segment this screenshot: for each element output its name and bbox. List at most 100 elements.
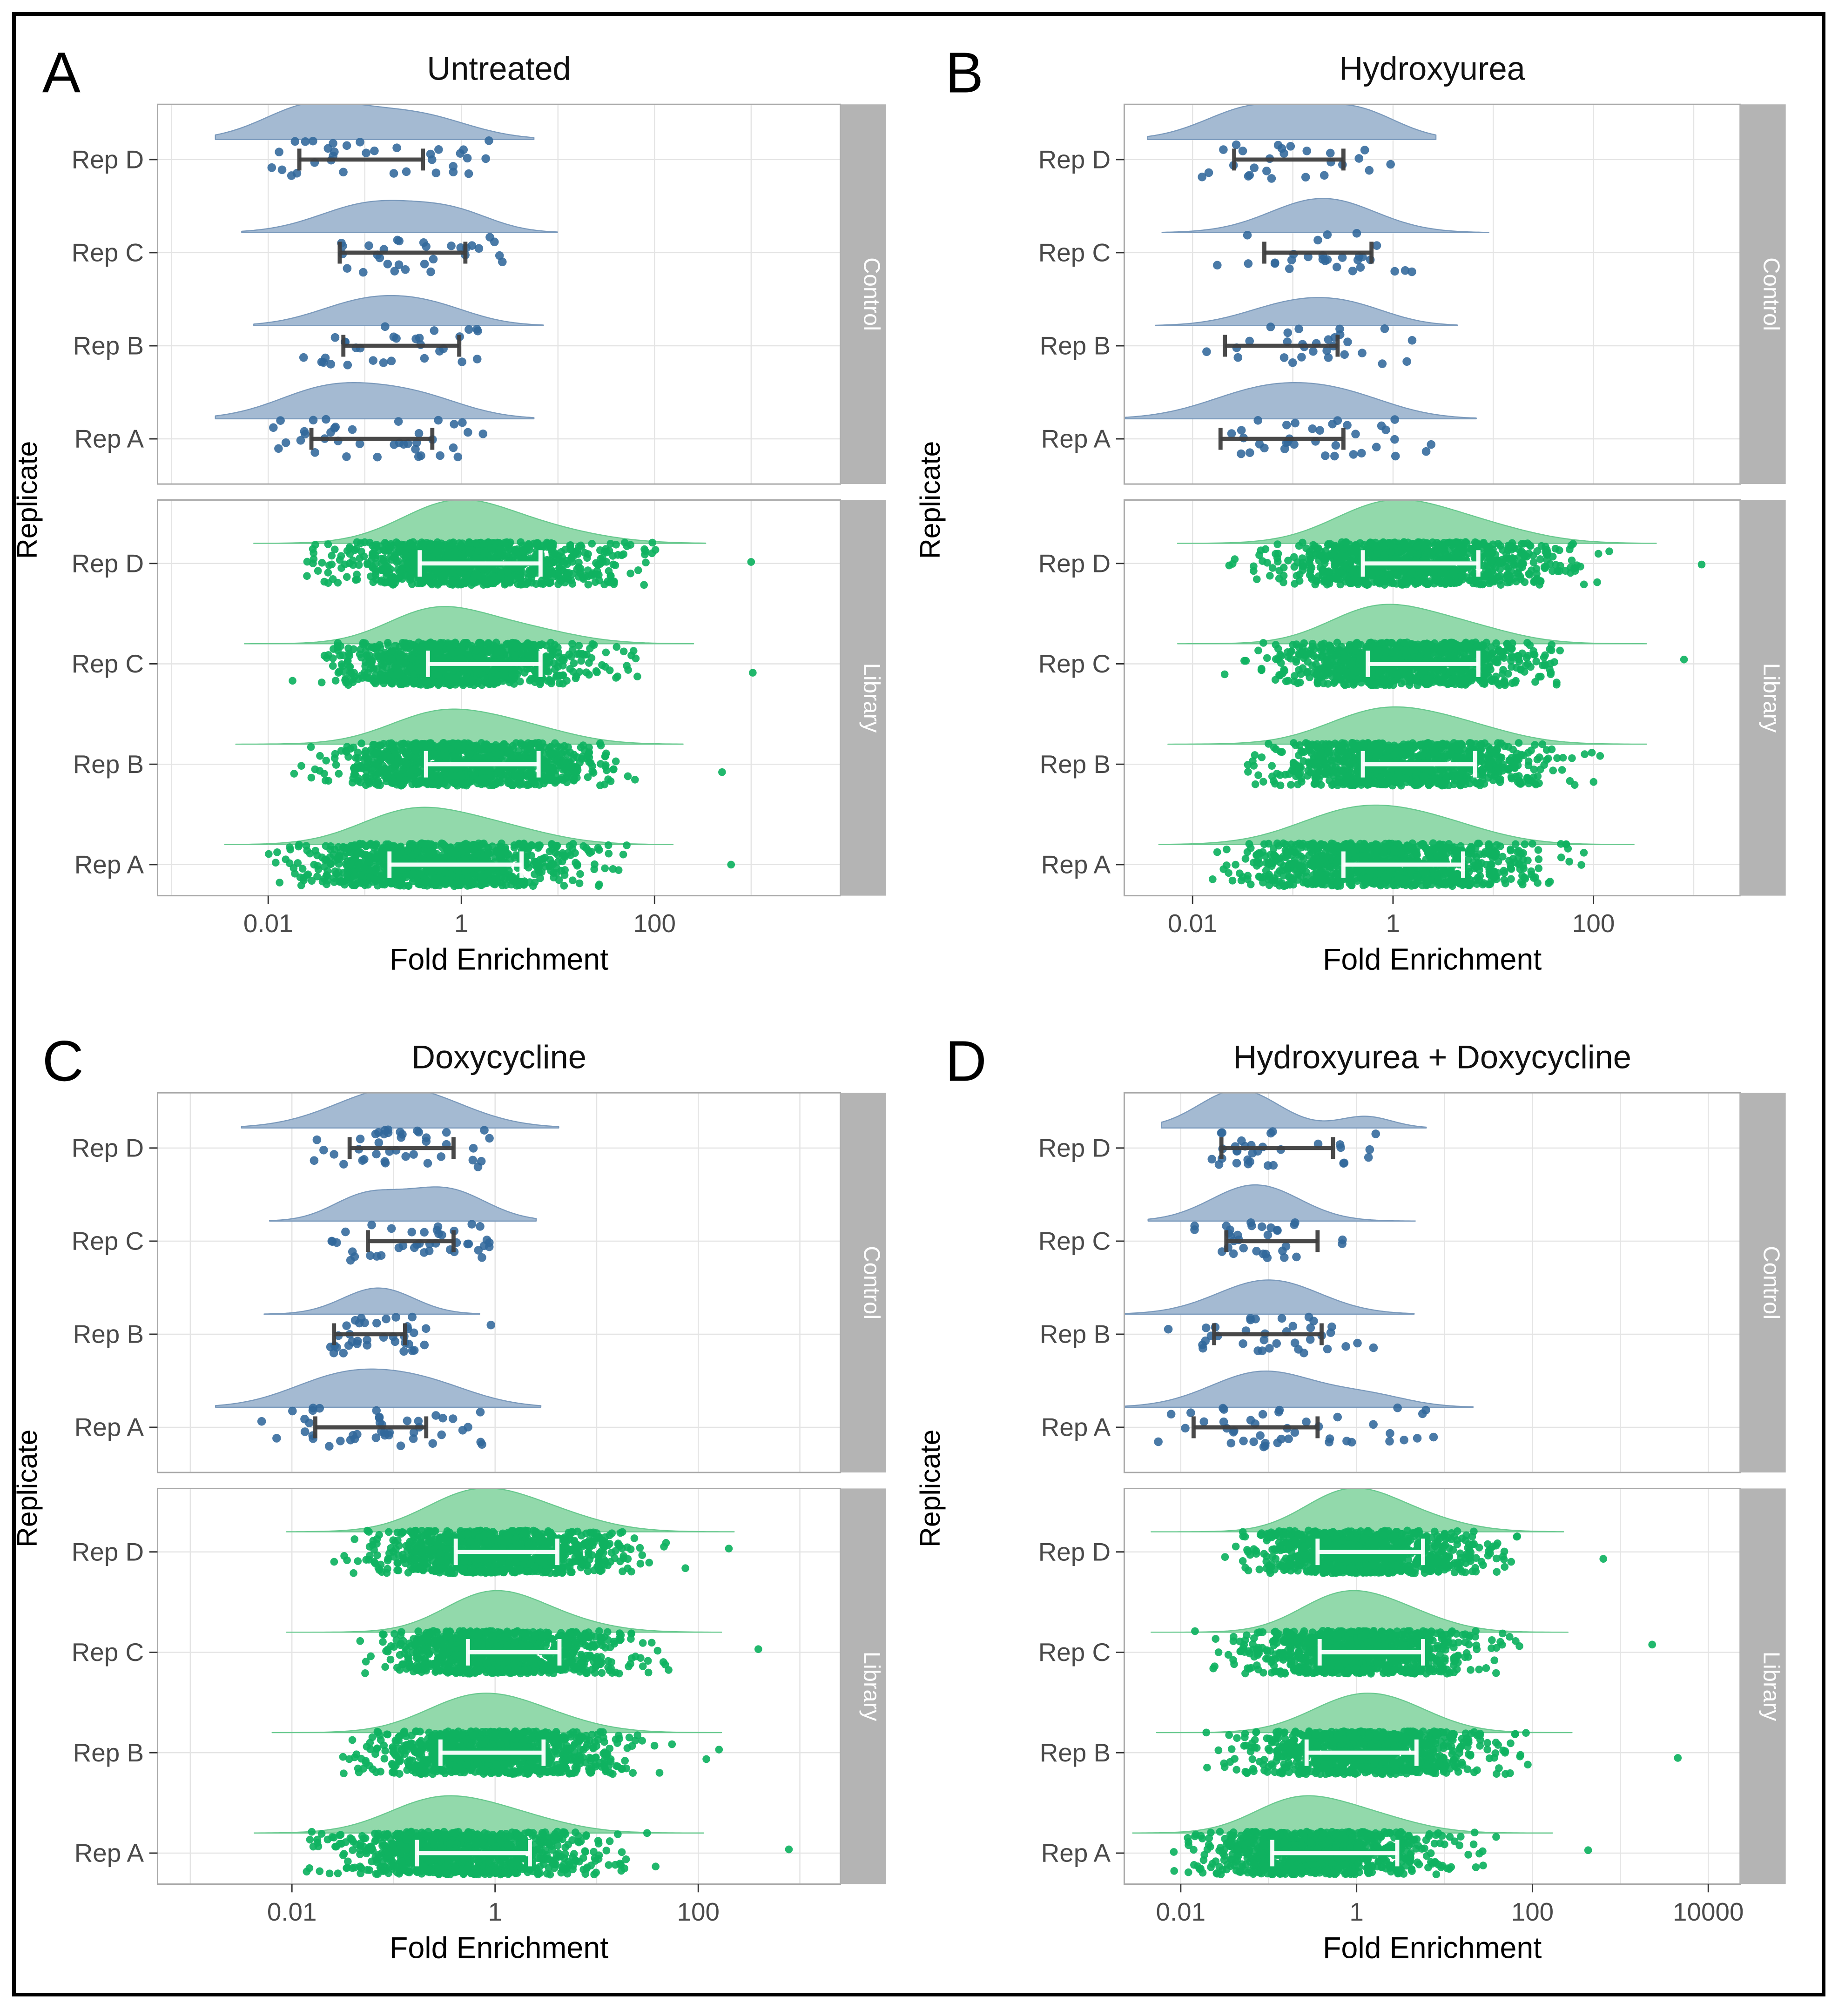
- data-point: [297, 762, 305, 770]
- data-point: [501, 538, 509, 547]
- data-point: [463, 154, 472, 163]
- outlier-point: [747, 558, 755, 566]
- data-point: [542, 764, 550, 773]
- data-point: [545, 862, 553, 871]
- data-point: [593, 570, 601, 578]
- data-point: [583, 554, 591, 562]
- data-point: [372, 575, 380, 584]
- data-point: [1402, 357, 1411, 366]
- data-point: [482, 843, 490, 851]
- data-point: [323, 654, 331, 662]
- data-point: [389, 332, 398, 342]
- panel-title: Untreated: [427, 50, 571, 87]
- data-point: [424, 778, 433, 786]
- data-point: [396, 655, 404, 663]
- facet-background: [157, 104, 841, 484]
- data-point: [1253, 416, 1263, 425]
- data-point: [440, 876, 449, 884]
- data-point: [343, 573, 351, 581]
- outlier-point: [727, 860, 735, 869]
- data-point: [303, 558, 311, 566]
- data-point: [1243, 230, 1252, 240]
- data-point: [530, 567, 539, 576]
- data-point: [476, 867, 484, 875]
- data-point: [418, 575, 426, 583]
- data-point: [462, 574, 470, 582]
- data-point: [324, 569, 332, 577]
- outlier-point: [718, 768, 726, 776]
- data-point: [590, 641, 598, 649]
- data-point: [416, 755, 424, 764]
- data-point: [368, 562, 376, 571]
- data-point: [330, 754, 339, 762]
- data-point: [419, 671, 427, 679]
- data-point: [361, 662, 369, 670]
- data-point: [519, 547, 528, 555]
- data-point: [394, 557, 402, 565]
- data-point: [517, 739, 525, 747]
- data-point: [432, 874, 440, 883]
- data-point: [323, 867, 332, 875]
- data-point: [379, 871, 387, 880]
- data-point: [326, 360, 336, 369]
- data-point: [561, 545, 569, 554]
- data-point: [472, 569, 480, 577]
- x-tick-label: 1: [454, 909, 468, 938]
- data-point: [1237, 449, 1246, 458]
- data-point: [484, 766, 492, 775]
- data-point: [345, 649, 353, 658]
- data-point: [394, 755, 402, 764]
- data-point: [303, 572, 311, 580]
- data-point: [342, 844, 350, 852]
- data-point: [1340, 350, 1349, 359]
- data-point: [472, 324, 481, 334]
- data-point: [329, 850, 337, 859]
- data-point: [370, 875, 378, 883]
- data-point: [536, 841, 544, 849]
- data-point: [1318, 255, 1327, 264]
- data-point: [404, 882, 413, 890]
- data-point: [527, 841, 536, 849]
- data-point: [478, 572, 486, 581]
- data-point: [449, 576, 457, 584]
- data-point: [377, 652, 385, 661]
- data-point: [387, 356, 396, 365]
- data-point: [1227, 429, 1236, 438]
- data-point: [576, 759, 584, 767]
- replicate-label: Rep B: [73, 331, 144, 360]
- data-point: [497, 572, 505, 580]
- facet-strip-label: Control: [1759, 257, 1784, 331]
- data-point: [384, 638, 392, 647]
- data-point: [441, 753, 449, 761]
- data-point: [596, 781, 604, 789]
- data-point: [550, 874, 558, 882]
- data-point: [409, 869, 417, 878]
- data-point: [1386, 160, 1395, 169]
- data-point: [1237, 426, 1246, 435]
- replicate-label: Rep B: [1040, 331, 1111, 360]
- data-point: [560, 559, 568, 567]
- data-point: [395, 850, 403, 858]
- data-point: [474, 244, 484, 253]
- facet-strip-label: Control: [859, 257, 884, 331]
- data-point: [580, 651, 588, 659]
- data-point: [1593, 578, 1601, 586]
- data-point: [320, 578, 329, 586]
- data-point: [398, 745, 406, 753]
- data-point: [551, 771, 559, 779]
- data-point: [357, 739, 365, 747]
- data-point: [465, 549, 474, 557]
- data-point: [640, 581, 648, 589]
- data-point: [458, 552, 467, 560]
- density-curve: [253, 295, 544, 327]
- data-point: [426, 543, 435, 551]
- data-point: [346, 663, 354, 671]
- data-point: [1219, 145, 1228, 154]
- data-point: [573, 860, 581, 868]
- data-point: [449, 161, 458, 171]
- data-point: [573, 766, 582, 774]
- data-point: [474, 776, 482, 785]
- data-point: [366, 538, 374, 547]
- data-point: [385, 568, 393, 576]
